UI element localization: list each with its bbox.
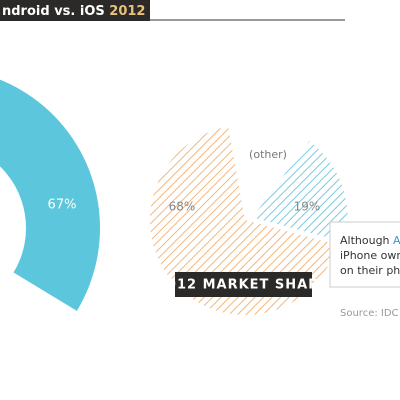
note-text: on their pho	[340, 264, 400, 277]
title-year: 2012	[109, 4, 145, 19]
note-line: on their pho	[340, 264, 400, 277]
note-link: An	[393, 234, 400, 247]
donut-segment	[0, 79, 100, 311]
note-line: Although An	[340, 234, 400, 247]
note: Although An iPhone own on their pho	[340, 234, 400, 277]
title: ndroid vs. iOS	[2, 4, 105, 19]
charts: 67% 68% (other) 19%	[0, 79, 348, 316]
value-label: 19%	[294, 200, 321, 214]
source: Source: IDC W	[340, 308, 400, 319]
header-title: ndroid vs. iOS 2012	[2, 4, 145, 19]
note-box	[329, 221, 400, 288]
source-text: Source: IDC	[340, 308, 400, 319]
annotation-box	[175, 272, 312, 297]
note-text: Although	[340, 234, 393, 247]
pie-slice	[252, 141, 348, 242]
category-label: (other)	[249, 148, 287, 161]
value-label: 68%	[169, 200, 196, 214]
header-bar	[0, 0, 150, 21]
annotation: 2012 MARKET SHARE	[157, 278, 329, 293]
note-line: iPhone own	[340, 249, 400, 262]
pie-slice	[150, 126, 337, 316]
value-label: 67%	[48, 198, 77, 213]
note-text: iPhone own	[340, 249, 400, 262]
